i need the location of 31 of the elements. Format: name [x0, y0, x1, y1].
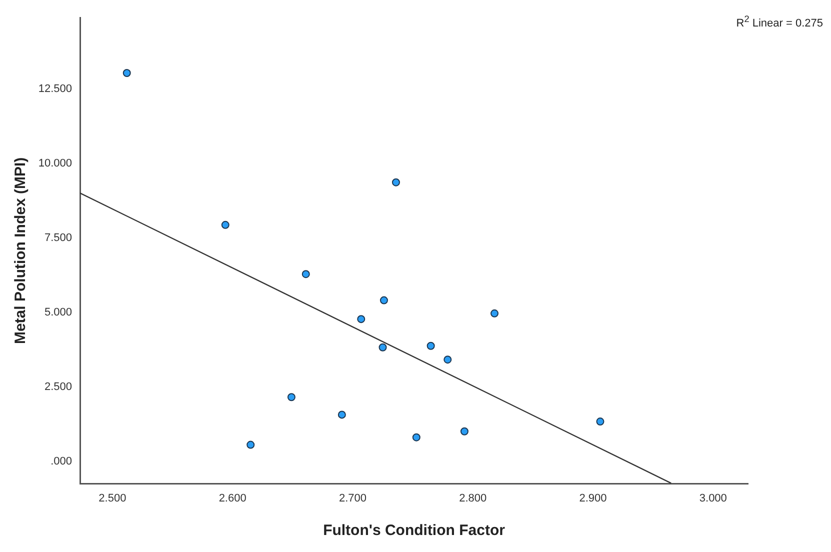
- point: [412, 433, 420, 442]
- y-tick-label: 5.000: [44, 306, 72, 319]
- x-axis-title: Fulton's Condition Factor: [323, 522, 506, 540]
- x-tick-label: 2.600: [218, 492, 246, 504]
- y-tick-label: 10.000: [38, 158, 72, 170]
- point: [444, 356, 452, 364]
- y-tick-label: 2.500: [44, 381, 72, 394]
- y-axis-title: Metal Polution Index (MPI): [12, 157, 30, 344]
- point: [460, 427, 468, 436]
- point: [596, 418, 604, 426]
- point: [426, 342, 435, 350]
- point: [246, 440, 255, 449]
- point: [302, 270, 310, 278]
- point: [490, 309, 498, 318]
- point: [338, 410, 346, 419]
- point: [287, 393, 296, 402]
- point: [380, 296, 388, 304]
- point: [221, 220, 230, 229]
- point: [357, 315, 366, 324]
- x-tick-label: 2.800: [459, 492, 487, 504]
- point: [122, 69, 131, 78]
- x-tick-label: 2.700: [338, 492, 366, 504]
- y-tick-label: .000: [50, 455, 72, 468]
- y-tick-label: 7.500: [44, 232, 72, 244]
- point: [378, 343, 387, 352]
- y-tick-label: 12.500: [38, 83, 72, 96]
- x-tick-label: 2.900: [579, 492, 607, 504]
- point: [392, 178, 400, 186]
- x-tick-label: 3.000: [699, 492, 727, 504]
- annotation: R$^{2}$ Linear = 0.275: [736, 14, 823, 30]
- x-tick-label: 2.500: [98, 492, 126, 504]
